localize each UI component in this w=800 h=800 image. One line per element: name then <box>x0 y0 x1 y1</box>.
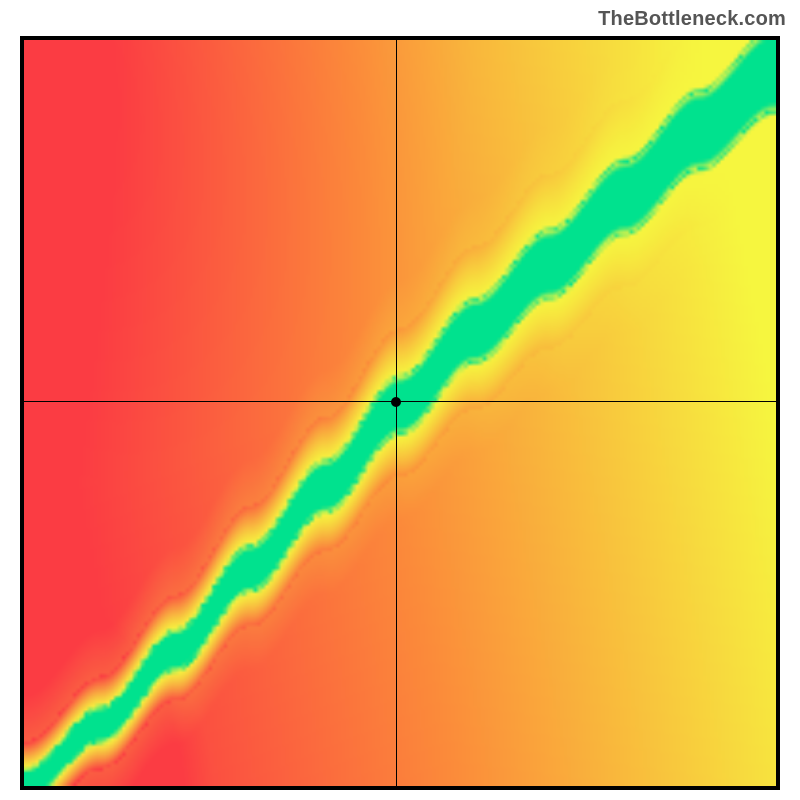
crosshair-marker <box>391 397 401 407</box>
watermark-label: TheBottleneck.com <box>598 8 786 31</box>
crosshair-vertical-line <box>396 40 397 786</box>
chart-container: TheBottleneck.com <box>0 0 800 800</box>
heatmap-canvas <box>24 40 776 786</box>
